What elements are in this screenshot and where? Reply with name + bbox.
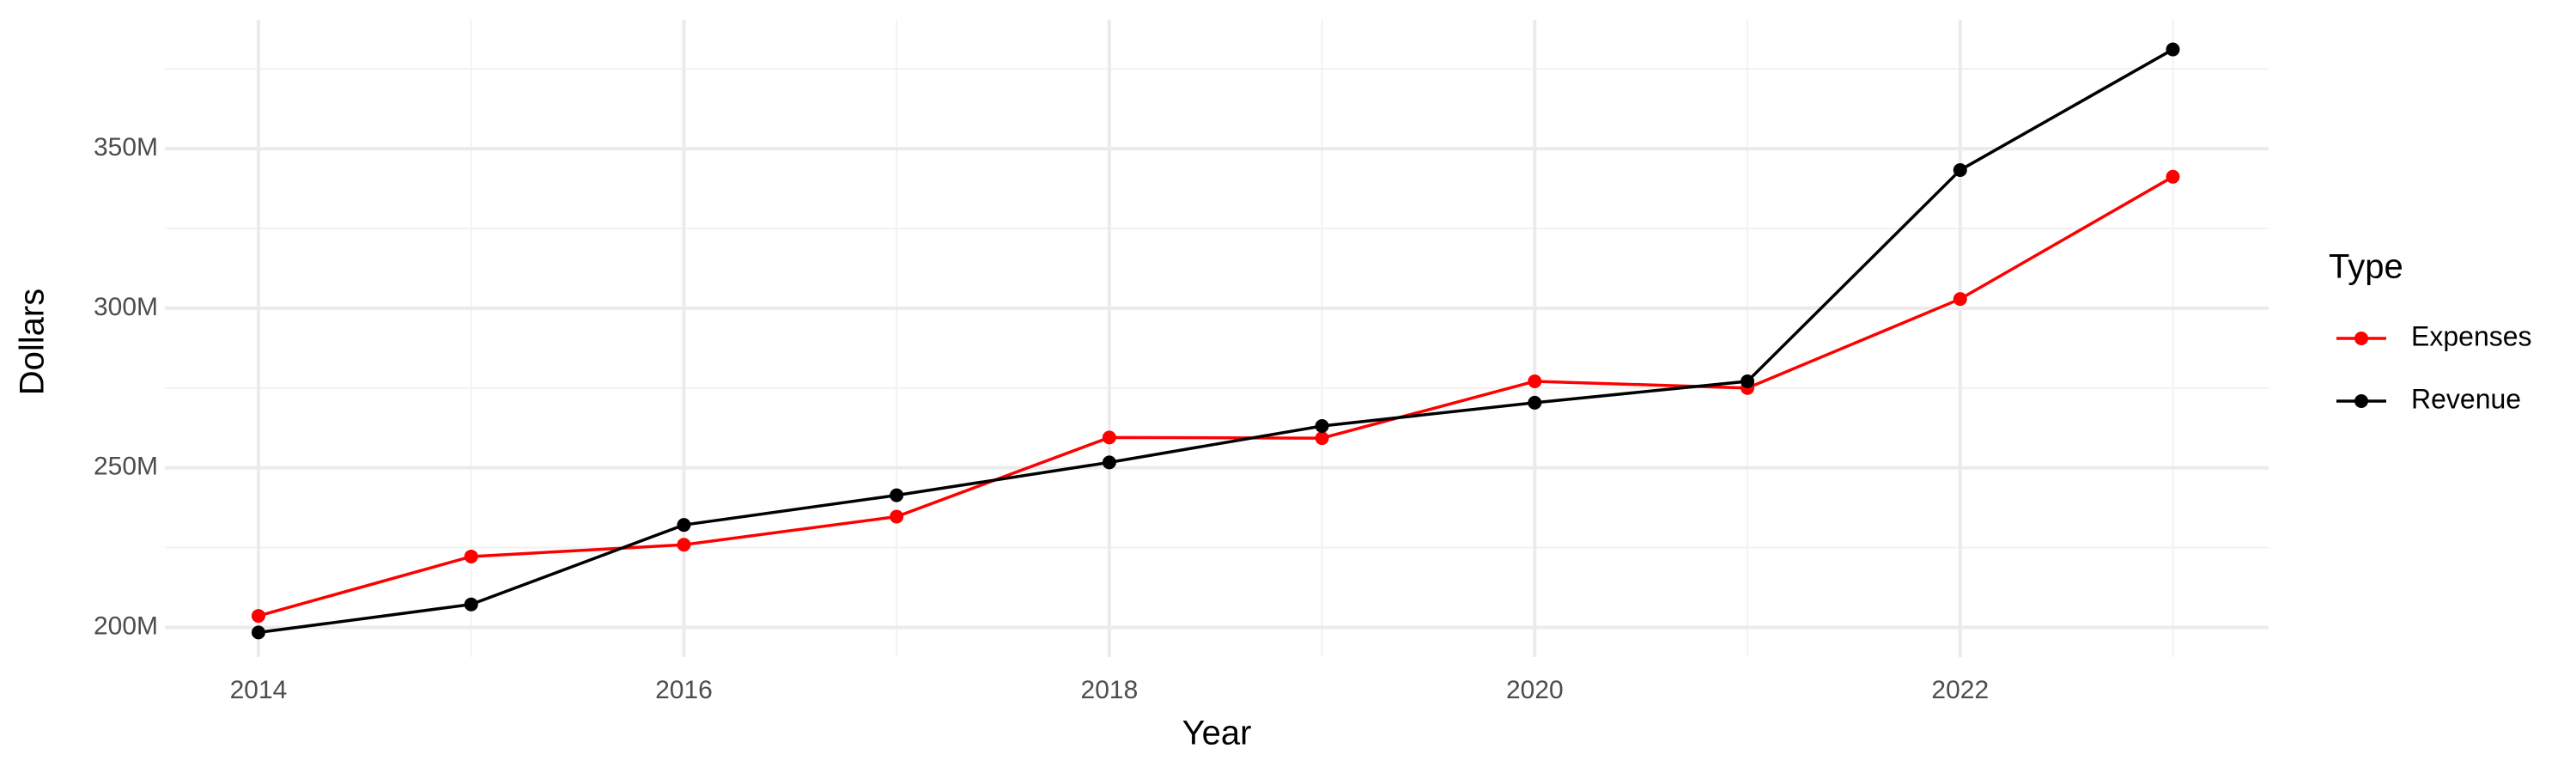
data-point xyxy=(251,625,265,640)
data-point xyxy=(1315,431,1329,446)
y-tick-label: 250M xyxy=(94,453,158,481)
data-point xyxy=(464,549,478,563)
data-point xyxy=(677,518,691,533)
y-tick-label: 350M xyxy=(94,133,158,161)
series-line xyxy=(258,48,2174,635)
y-axis-title: Dollars xyxy=(14,289,52,395)
legend-title: Type xyxy=(2329,248,2403,286)
data-point xyxy=(1102,455,1116,470)
series-line xyxy=(258,175,2174,618)
data-point xyxy=(890,509,904,524)
data-point xyxy=(1528,395,1542,410)
data-point xyxy=(677,538,691,552)
data-point xyxy=(1741,374,1755,388)
x-tick-label: 2022 xyxy=(1931,676,1989,704)
x-axis-title: Year xyxy=(1182,715,1252,752)
data-point xyxy=(2166,169,2180,184)
data-point xyxy=(464,597,478,612)
data-point xyxy=(1102,430,1116,445)
legend-key-point xyxy=(2354,394,2368,408)
data-point xyxy=(251,609,265,624)
data-point xyxy=(1953,292,1967,307)
legend-key-point xyxy=(2354,332,2368,345)
x-tick-label: 2020 xyxy=(1506,676,1564,704)
x-tick-label: 2014 xyxy=(230,676,288,704)
data-point xyxy=(890,488,904,502)
data-point xyxy=(1953,163,1967,178)
data-point xyxy=(2166,42,2180,57)
data-point xyxy=(1528,374,1542,388)
legend-label: Revenue xyxy=(2411,383,2521,414)
y-tick-label: 200M xyxy=(94,612,158,640)
data-point xyxy=(1315,418,1329,433)
x-tick-label: 2018 xyxy=(1081,676,1139,704)
legend-label: Expenses xyxy=(2411,320,2532,351)
y-tick-label: 300M xyxy=(94,293,158,321)
x-tick-label: 2016 xyxy=(655,676,713,704)
